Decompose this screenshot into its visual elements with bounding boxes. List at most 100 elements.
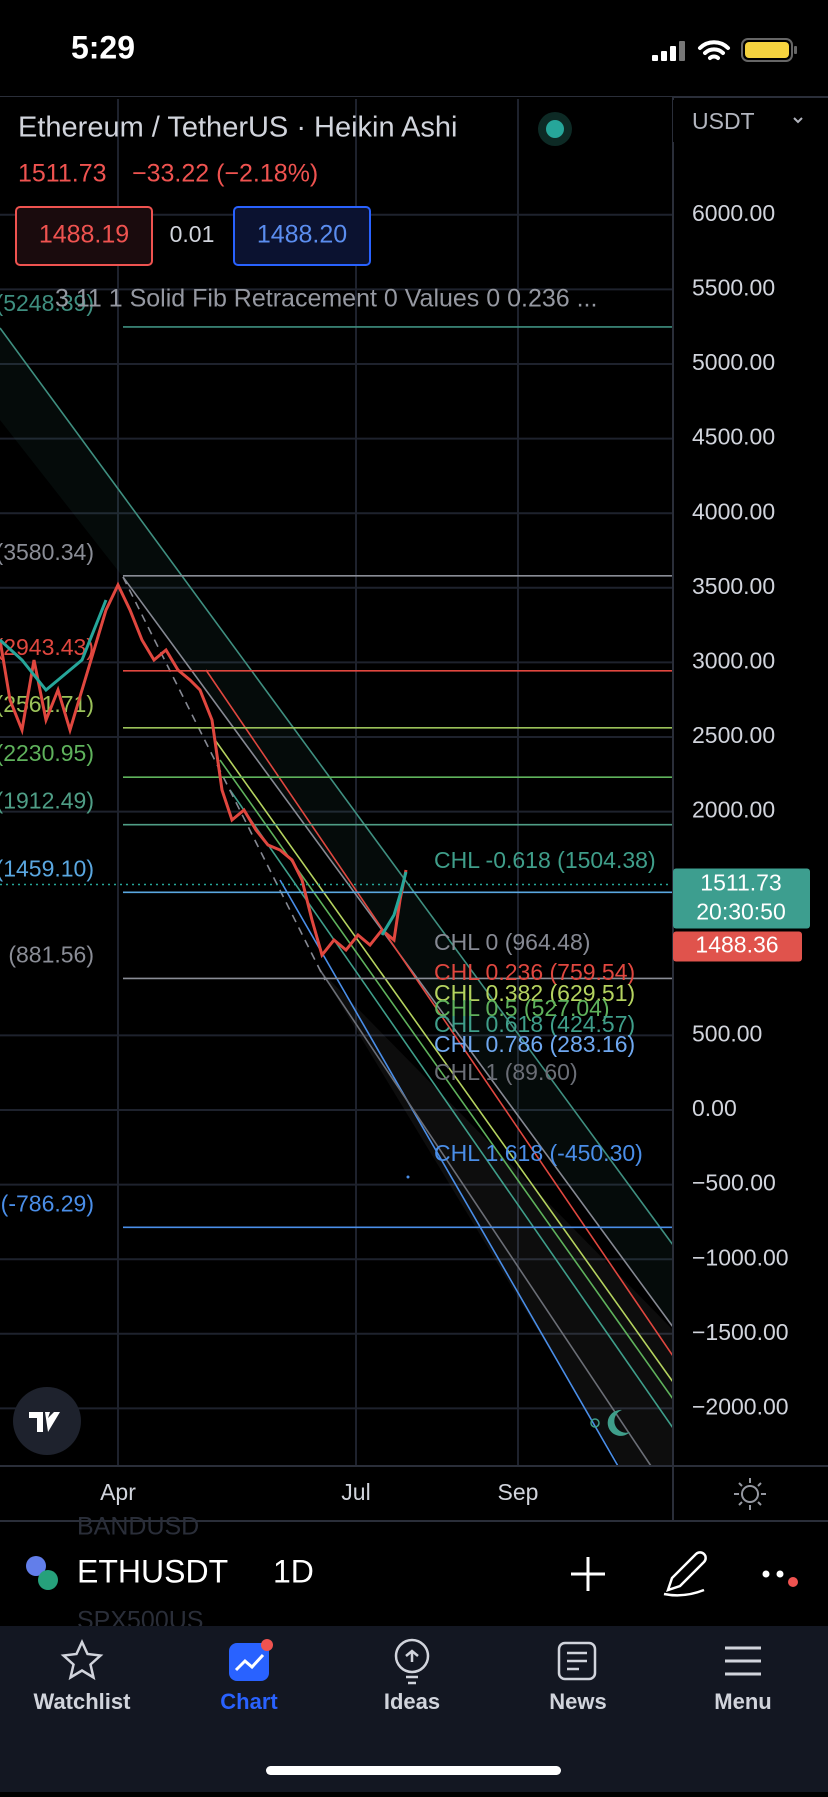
mark-price-box <box>673 931 802 962</box>
countdown: 20:30:50 <box>696 899 786 925</box>
channel-line <box>279 879 619 1466</box>
price-candles <box>0 581 408 959</box>
channel-label: CHL 0.236 (759.54) <box>434 959 635 985</box>
header-change: −33.22 (−2.18%) <box>132 160 318 188</box>
currency-caret <box>793 117 803 124</box>
chart-top <box>0 97 673 99</box>
price-tick-label: 5500.00 <box>692 274 775 300</box>
news-icon[interactable] <box>557 1641 597 1681</box>
anchor-dot <box>406 1175 410 1179</box>
ideas-icon[interactable] <box>394 1638 430 1685</box>
price-tick-label: −1500.00 <box>692 1319 789 1345</box>
price-candles <box>0 599 108 693</box>
tab-label[interactable]: Menu <box>714 1689 771 1714</box>
status-time: 5:29 <box>71 29 135 65</box>
more-button[interactable] <box>762 1570 799 1588</box>
chart-badge <box>261 1639 273 1651</box>
last-price-label: 1511.73 <box>700 870 781 896</box>
battery-level <box>745 42 789 58</box>
wifi-icon <box>698 40 730 60</box>
buy-button[interactable] <box>233 206 371 266</box>
interval[interactable]: 1D <box>273 1553 314 1589</box>
time-label: Jul <box>341 1479 370 1505</box>
price-tick-label: 5000.00 <box>692 349 775 375</box>
symbol[interactable]: ETHUSDT <box>77 1553 228 1589</box>
channel-label: CHL 0.786 (283.16) <box>434 1031 635 1057</box>
fib-label: (5248.39) <box>0 290 94 316</box>
sell-price[interactable]: 1488.19 <box>39 221 129 249</box>
channel-label: CHL 0 (964.48) <box>434 929 590 955</box>
channel-label: CHL 0.5 (527.04) <box>434 995 610 1021</box>
time-label: Sep <box>498 1479 539 1505</box>
channel-label: CHL -0.618 (1504.38) <box>434 847 656 873</box>
settings-icon[interactable] <box>734 1478 766 1510</box>
fib-label: (1912.49) <box>0 788 94 814</box>
channel-label: CHL 0.618 (424.57) <box>434 1011 635 1037</box>
channel-line <box>122 576 326 981</box>
price-tick-label: 500.00 <box>692 1020 762 1046</box>
currency[interactable]: USDT <box>692 108 755 134</box>
fib-label: (2943.43) <box>0 634 94 660</box>
channel-line <box>214 739 673 1383</box>
draw-button[interactable] <box>663 1551 707 1597</box>
price-tick-label: −1000.00 <box>692 1244 789 1270</box>
chart-icon[interactable] <box>229 1643 269 1681</box>
price-tick-label: 2500.00 <box>692 722 775 748</box>
tab-label[interactable]: Ideas <box>384 1689 440 1714</box>
mark-price: 1488.36 <box>695 932 778 958</box>
price-tick-label: 4000.00 <box>692 498 775 524</box>
price-tick-label: 2000.00 <box>692 797 775 823</box>
time-label: Apr <box>100 1479 136 1505</box>
signal-icon <box>652 41 685 61</box>
home-indicator <box>266 1766 561 1775</box>
channel-fill <box>0 328 673 1327</box>
menu-icon[interactable] <box>725 1646 761 1676</box>
tab-label[interactable]: Chart <box>220 1689 278 1714</box>
price-tick-label: 3500.00 <box>692 573 775 599</box>
channel-fill <box>320 970 673 1466</box>
price-tick-label: 3000.00 <box>692 647 775 673</box>
chart-area: (5248.39)(3580.34)(2943.43)(2561.71)(223… <box>0 97 673 1466</box>
tab-label[interactable]: Watchlist <box>34 1689 132 1714</box>
price-axis: 6000.00 5500.00 5000.00 4500.00 4000.00 3500.… <box>692 200 789 1420</box>
fib-label: (-786.29) <box>1 1190 94 1216</box>
tv-logo-mark <box>29 1412 60 1432</box>
price-candles <box>380 871 408 936</box>
theme-icon[interactable] <box>607 1409 630 1436</box>
fib-label: (1459.10) <box>0 855 94 881</box>
battery-tip <box>794 46 797 54</box>
indicator-legend[interactable]: 3 11 1 Solid Fib Retracement 0 Values 0 … <box>55 285 597 313</box>
grid <box>0 97 673 1466</box>
fib-levels: (5248.39)(3580.34)(2943.43)(2561.71)(223… <box>0 290 673 1229</box>
channel-labels: CHL -0.618 (1504.38) CHL 0 (964.48) CHL 0.… <box>434 847 656 1166</box>
channel-line <box>319 969 652 1466</box>
price-tick-label: 0.00 <box>692 1095 737 1121</box>
symbol-title: Ethereum / TetherUS · Heikin Ashi <box>18 112 458 144</box>
fib-label: (881.56) <box>8 942 94 968</box>
spread: 0.01 <box>170 221 215 247</box>
theme-icon[interactable] <box>590 1418 600 1428</box>
channel-line <box>205 669 673 1357</box>
price-tick-label: −500.00 <box>692 1170 776 1196</box>
sell-button[interactable] <box>15 206 153 266</box>
coin-icon <box>26 1556 46 1576</box>
tab-label[interactable]: News <box>549 1689 606 1714</box>
coin-icon <box>38 1570 58 1590</box>
channel-label: CHL 1 (89.60) <box>434 1059 578 1085</box>
last-price-box <box>673 868 810 929</box>
add-button[interactable] <box>571 1557 605 1591</box>
header-last: 1511.73 <box>18 160 107 188</box>
price-tick-label: 6000.00 <box>692 200 775 226</box>
price-tick-label: 4500.00 <box>692 424 775 450</box>
currency-bg <box>673 100 828 142</box>
buy-price[interactable]: 1488.20 <box>257 221 347 249</box>
channel-line <box>229 789 673 1429</box>
channel-line <box>0 327 673 1246</box>
battery-icon <box>741 38 793 62</box>
market-status <box>546 120 564 138</box>
watchlist-icon[interactable] <box>60 1638 104 1681</box>
fib-label: (3580.34) <box>0 539 94 565</box>
channel-label: CHL 0.382 (629.51) <box>434 980 635 1006</box>
